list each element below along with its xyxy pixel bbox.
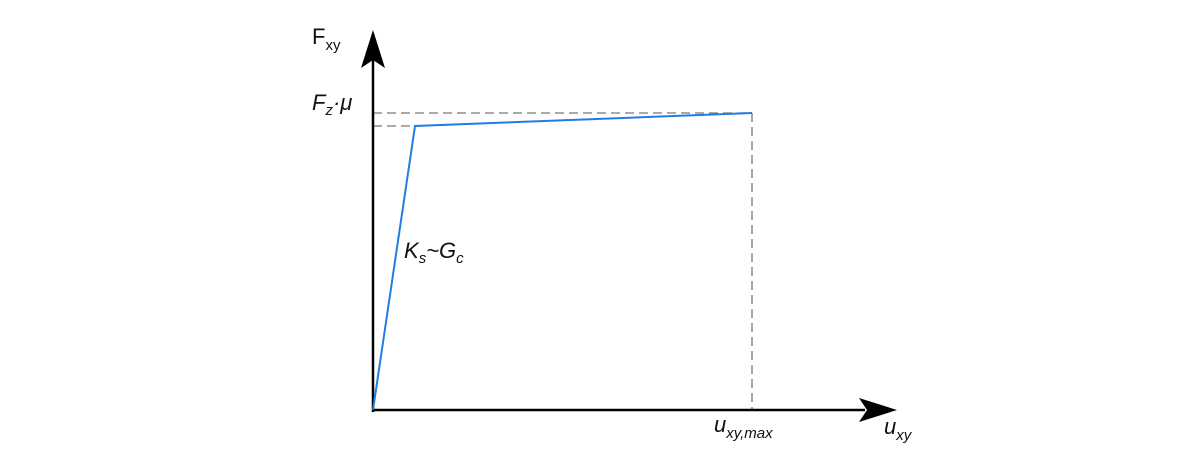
label-sub: xy,max bbox=[725, 425, 773, 442]
x-axis-label: uxy bbox=[884, 414, 913, 444]
label-main: F bbox=[312, 24, 325, 49]
label-sub: c bbox=[456, 250, 464, 267]
force-limit-label: Fz·μ bbox=[312, 90, 352, 119]
label-sub: z bbox=[324, 102, 333, 119]
label-rest: ·μ bbox=[333, 90, 352, 115]
label-sub: xy bbox=[325, 37, 341, 54]
label-main: u bbox=[884, 414, 896, 439]
label-main: K bbox=[404, 238, 420, 263]
stiffness-label: Ks~Gc bbox=[404, 238, 464, 267]
label-main: u bbox=[714, 412, 726, 437]
label-sub: xy bbox=[895, 427, 913, 444]
y-arrowhead bbox=[361, 30, 385, 68]
force-curve bbox=[372, 112, 753, 411]
label-mid: ~G bbox=[426, 238, 456, 263]
x-arrowhead bbox=[859, 398, 897, 422]
y-axis-label: Fxy bbox=[312, 24, 341, 54]
guides bbox=[373, 112, 753, 410]
label-sub: s bbox=[419, 250, 427, 267]
displacement-limit-label: uxy,max bbox=[714, 412, 773, 442]
label-main: F bbox=[312, 90, 327, 115]
